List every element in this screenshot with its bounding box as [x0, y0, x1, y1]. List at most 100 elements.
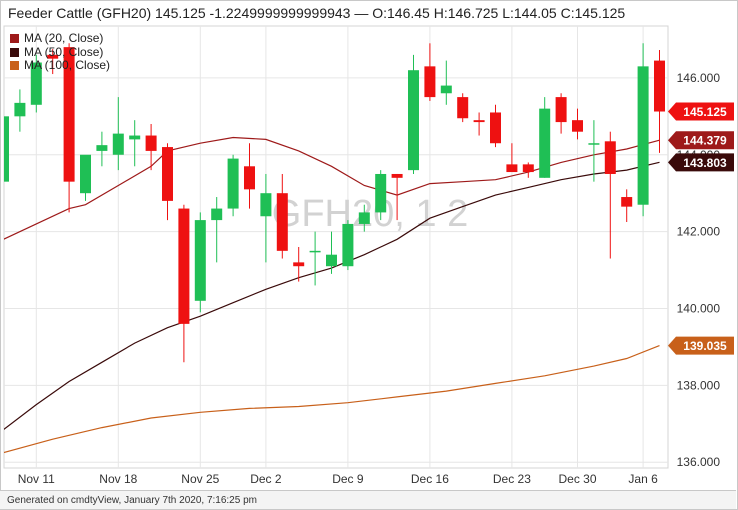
- legend-label-ma50: MA (50, Close): [24, 44, 104, 59]
- candle-body: [96, 145, 108, 151]
- candle-up: [96, 131, 108, 167]
- legend-swatch-ma20: [10, 34, 19, 44]
- price-label-tag: [668, 336, 734, 355]
- legend-item-ma20[interactable]: MA (20, Close): [10, 31, 110, 46]
- candle-body: [145, 135, 157, 151]
- candle-body: [293, 262, 305, 267]
- x-tick-label: Nov 11: [18, 472, 55, 486]
- candle-body: [408, 70, 419, 171]
- candlestick-chart[interactable]: 136.000138.000140.000142.000144.000146.0…: [0, 0, 738, 490]
- legend-label-ma20: MA (20, Close): [24, 31, 104, 45]
- candle-body: [4, 116, 9, 182]
- candle-body: [80, 154, 91, 194]
- price-label: 144.379: [668, 131, 734, 150]
- candle-body: [112, 133, 124, 155]
- legend-item-ma100[interactable]: MA (100, Close): [10, 58, 111, 73]
- price-label: 139.035: [668, 336, 734, 355]
- candle-up: [637, 43, 649, 217]
- candle-body: [424, 66, 436, 98]
- price-label-text: 145.125: [683, 105, 727, 119]
- candle-body: [244, 166, 255, 190]
- candle-body: [194, 220, 206, 301]
- legend-swatch-ma100: [10, 61, 19, 71]
- candle-up: [342, 220, 354, 271]
- candle-up: [375, 170, 387, 221]
- candle-body: [391, 173, 403, 178]
- candle-body: [309, 250, 321, 253]
- candle-body: [342, 223, 354, 267]
- x-tick-label: Dec 23: [493, 472, 531, 486]
- candle-down: [276, 173, 288, 259]
- candle-body: [30, 62, 42, 105]
- candle-body: [358, 212, 370, 224]
- price-label: 145.125: [668, 102, 734, 121]
- x-tick-label: Dec 30: [558, 472, 596, 486]
- x-tick-label: Jan 6: [628, 472, 658, 486]
- candle-down: [47, 49, 59, 75]
- candle-up: [211, 197, 223, 263]
- price-label-text: 143.803: [683, 156, 727, 170]
- legend-swatch-ma50: [10, 47, 19, 57]
- ma100-line: [4, 345, 660, 454]
- candle-body: [572, 120, 583, 132]
- candle-body: [604, 141, 616, 174]
- candle-down: [424, 43, 436, 101]
- candle-down: [490, 104, 501, 148]
- candle-body: [621, 197, 633, 207]
- candle-body: [440, 85, 452, 94]
- candle-body: [63, 47, 75, 182]
- candle-up: [309, 231, 321, 286]
- candle-down: [621, 189, 633, 223]
- candle-up: [14, 89, 26, 132]
- candle-body: [473, 120, 485, 123]
- chart-watermark: GFH20, 1 2: [272, 193, 468, 235]
- candle-down: [506, 143, 518, 173]
- y-tick-label: 138.000: [677, 378, 721, 392]
- plot-area: [3, 25, 669, 469]
- candle-up: [30, 54, 42, 113]
- candle-body: [375, 173, 387, 213]
- candle-body: [637, 66, 649, 205]
- candle-up: [440, 60, 452, 105]
- candle-up: [80, 154, 91, 201]
- x-tick-label: Dec 2: [250, 472, 282, 486]
- candle-up: [129, 120, 141, 167]
- candle-up: [227, 154, 239, 217]
- candle-body: [654, 60, 665, 112]
- candle-up: [112, 97, 124, 171]
- candle-up: [260, 173, 272, 263]
- candle-down: [522, 162, 534, 178]
- candle-up: [194, 212, 206, 313]
- candle-body: [522, 164, 534, 173]
- candle-down: [145, 124, 157, 171]
- y-tick-label: 140.000: [677, 301, 721, 315]
- candle-body: [260, 193, 272, 217]
- candle-body: [227, 158, 239, 209]
- candle-down: [555, 93, 567, 134]
- candle-body: [129, 135, 141, 140]
- candle-up: [358, 204, 370, 232]
- candle-up: [326, 231, 337, 274]
- candle-up: [588, 120, 600, 182]
- y-tick-label: 146.000: [677, 71, 721, 85]
- legend-label-ma100: MA (100, Close): [24, 58, 111, 72]
- candle-down: [178, 204, 190, 363]
- price-label-tag: [668, 131, 734, 150]
- y-tick-label: 142.000: [677, 225, 721, 239]
- candle-down: [293, 247, 305, 282]
- legend-item-ma50[interactable]: MA (50, Close): [10, 44, 110, 60]
- chart-legend: MA (20, Close) MA (50, Close) MA (100, C…: [10, 31, 111, 73]
- price-label-text: 139.035: [683, 339, 727, 353]
- candle-body: [178, 208, 190, 324]
- candle-body: [211, 208, 223, 221]
- candle-body: [588, 143, 600, 145]
- candle-body: [457, 97, 469, 119]
- candle-up: [539, 97, 551, 178]
- price-label: 143.803: [668, 153, 734, 172]
- candle-body: [490, 112, 501, 144]
- candle-down: [572, 108, 583, 140]
- candle-down: [654, 50, 665, 153]
- candle-body: [14, 102, 26, 117]
- candle-down: [391, 173, 403, 221]
- x-tick-label: Nov 18: [99, 472, 137, 486]
